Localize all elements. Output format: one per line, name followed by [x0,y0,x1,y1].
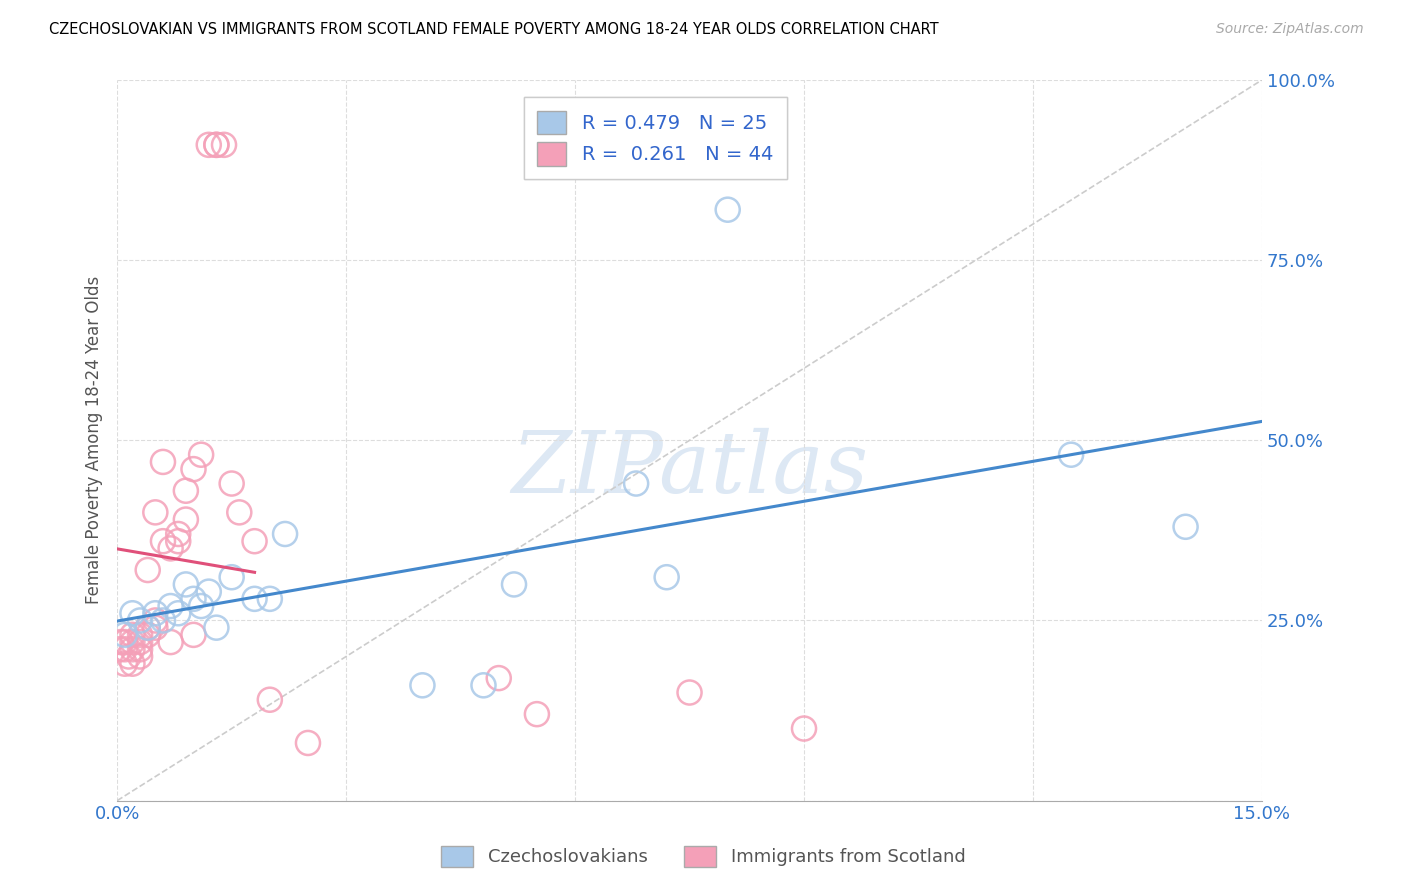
Legend: Czechoslovakians, Immigrants from Scotland: Czechoslovakians, Immigrants from Scotla… [433,838,973,874]
Point [228,505,250,519]
Point [174,577,197,591]
Point [121,607,143,621]
Point [121,657,143,671]
Point [143,621,166,635]
Point [190,448,212,462]
Point [136,621,159,635]
Point [183,462,205,476]
Point [183,628,205,642]
Point [136,621,159,635]
Point [190,599,212,613]
Point [526,707,548,722]
Point [793,722,815,736]
Point [472,678,495,692]
Point [297,736,319,750]
Point [159,541,181,556]
Point [488,671,510,685]
Point [143,505,166,519]
Point [167,534,190,549]
Point [221,476,243,491]
Point [108,642,131,657]
Point [159,599,181,613]
Text: CZECHOSLOVAKIAN VS IMMIGRANTS FROM SCOTLAND FEMALE POVERTY AMONG 18-24 YEAR OLDS: CZECHOSLOVAKIAN VS IMMIGRANTS FROM SCOTL… [49,22,939,37]
Point [167,607,190,621]
Point [117,649,139,664]
Point [183,591,205,606]
Point [624,476,647,491]
Point [197,137,219,152]
Point [114,642,136,657]
Point [174,512,197,526]
Point [411,678,433,692]
Point [143,607,166,621]
Point [205,137,228,152]
Point [129,642,152,657]
Legend: R = 0.479   N = 25, R =  0.261   N = 44: R = 0.479 N = 25, R = 0.261 N = 44 [523,97,787,179]
Point [114,628,136,642]
Point [152,455,174,469]
Point [1174,520,1197,534]
Text: ZIPatlas: ZIPatlas [510,428,868,510]
Point [121,642,143,657]
Point [205,137,228,152]
Point [212,137,235,152]
Point [129,635,152,649]
Point [205,621,228,635]
Point [136,563,159,577]
Point [221,570,243,584]
Point [129,649,152,664]
Point [197,584,219,599]
Text: Source: ZipAtlas.com: Source: ZipAtlas.com [1216,22,1364,37]
Point [152,534,174,549]
Point [152,614,174,628]
Point [243,534,266,549]
Point [717,202,740,217]
Point [243,591,266,606]
Point [110,635,132,649]
Point [114,657,136,671]
Point [655,570,678,584]
Point [167,527,190,541]
Point [121,628,143,642]
Point [678,685,700,699]
Point [174,483,197,498]
Point [259,591,281,606]
Point [121,635,143,649]
Point [259,692,281,706]
Point [143,614,166,628]
Point [136,628,159,642]
Point [503,577,526,591]
Point [274,527,297,541]
Point [114,635,136,649]
Point [129,614,152,628]
Y-axis label: Female Poverty Among 18-24 Year Olds: Female Poverty Among 18-24 Year Olds [86,277,103,605]
Point [129,628,152,642]
Point [1060,448,1083,462]
Point [159,635,181,649]
